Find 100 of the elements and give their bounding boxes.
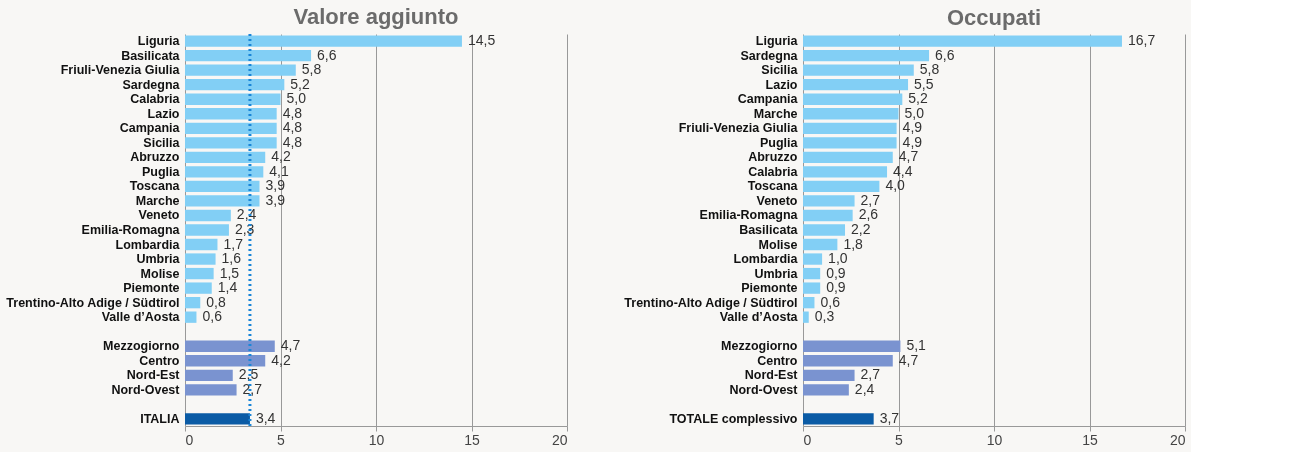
- y-tick-label: Sicilia: [143, 135, 181, 150]
- y-tick-label: Basilicata: [739, 223, 799, 237]
- y-tick-label: Nord-Est: [126, 368, 181, 383]
- y-tick-label: Umbria: [136, 252, 181, 267]
- x-tick-label: 15: [464, 431, 480, 448]
- x-tick-label: 5: [277, 431, 286, 448]
- y-tick-label: Marche: [135, 193, 180, 208]
- y-tick-label: Campania: [737, 92, 799, 107]
- data-label: 2,2: [851, 221, 871, 237]
- y-tick-label: Molise: [758, 237, 798, 252]
- x-tick-label: 0: [185, 431, 194, 448]
- y-tick-label: Basilicata: [121, 48, 181, 63]
- data-label: 16,7: [1127, 32, 1156, 49]
- x-tick-label: 20: [551, 431, 568, 448]
- chart-title: Occupati: [946, 5, 1042, 30]
- data-label: 4,8: [282, 119, 303, 136]
- data-label: 5,0: [904, 104, 925, 121]
- x-tick-label: 10: [986, 431, 1003, 448]
- data-label: 4,7: [280, 337, 301, 354]
- data-label: 3,9: [265, 191, 286, 208]
- y-tick-label: Friuli-Venezia Giulia: [678, 121, 799, 136]
- y-tick-label: Toscana: [129, 179, 181, 194]
- y-tick-label: Nord-Est: [744, 368, 799, 383]
- data-label: 1,4: [217, 279, 238, 296]
- data-label: 2,7: [860, 191, 881, 208]
- data-label: 2,4: [236, 206, 257, 223]
- x-tick-label: 20: [1169, 431, 1186, 448]
- y-tick-label: Puglia: [141, 164, 181, 179]
- y-tick-label: Toscana: [747, 179, 799, 194]
- data-label: 5,8: [301, 61, 322, 78]
- y-tick-label: Veneto: [756, 193, 798, 208]
- y-tick-label: Nord-Ovest: [111, 382, 181, 397]
- y-tick-label: ITALIA: [140, 411, 180, 426]
- y-tick-label: Trentino-Alto Adige / Südtirol: [6, 295, 180, 310]
- data-label: 4,4: [893, 162, 913, 179]
- y-tick-label: Nord-Ovest: [729, 382, 799, 397]
- y-tick-label: Abruzzo: [130, 150, 180, 165]
- y-tick-label: Liguria: [755, 34, 799, 49]
- data-label: 1,5: [219, 264, 240, 281]
- data-label: 5,1: [906, 337, 927, 354]
- y-tick-label: Friuli-Venezia Giulia: [60, 63, 181, 78]
- data-label: 4,2: [271, 351, 291, 368]
- y-tick-label: Umbria: [754, 266, 799, 281]
- y-tick-label: Abruzzo: [748, 150, 798, 165]
- y-tick-label: Piemonte: [741, 281, 798, 296]
- y-tick-label: Piemonte: [123, 281, 180, 296]
- data-label: 2,5: [238, 366, 259, 383]
- data-label: 2,3: [234, 221, 255, 237]
- y-tick-label: Veneto: [138, 208, 180, 223]
- data-label: 4,9: [902, 119, 923, 136]
- data-label: 3,7: [879, 409, 900, 426]
- y-tick-label: Centro: [757, 353, 798, 368]
- y-tick-label: Sardegna: [740, 48, 799, 63]
- y-tick-label: TOTALE complessivo: [669, 411, 798, 426]
- data-label: 0,9: [826, 279, 846, 296]
- x-tick-label: 15: [1082, 431, 1098, 448]
- data-label: 5,2: [290, 75, 310, 92]
- data-label: 4,1: [269, 162, 289, 179]
- data-label: 5,2: [908, 90, 928, 107]
- y-tick-label: Lazio: [765, 77, 798, 92]
- data-label: 2,4: [854, 380, 875, 397]
- y-tick-label: Mezzogiorno: [721, 339, 798, 354]
- data-label: 0,9: [826, 264, 846, 281]
- data-label: 5,8: [919, 61, 940, 78]
- y-tick-label: Lazio: [147, 106, 180, 121]
- data-label: 4,0: [885, 177, 906, 194]
- data-label: 3,9: [265, 177, 286, 194]
- data-label: 4,8: [282, 104, 303, 121]
- y-tick-label: Calabria: [130, 92, 181, 107]
- data-label: 4,7: [898, 148, 919, 165]
- y-tick-label: Lombardia: [115, 237, 181, 252]
- data-label: 5,5: [914, 75, 934, 92]
- data-label: 1,8: [843, 235, 864, 252]
- data-label: 14,5: [467, 32, 496, 49]
- x-tick-label: 0: [803, 431, 812, 448]
- data-label: 6,6: [317, 46, 337, 63]
- data-label: 4,9: [902, 133, 923, 150]
- data-label: 2,7: [860, 366, 881, 383]
- y-tick-label: Valle d’Aosta: [101, 310, 181, 325]
- data-label: 1,0: [828, 250, 848, 267]
- data-label: 1,6: [221, 250, 242, 267]
- data-label: 4,8: [282, 133, 303, 150]
- data-label: 4,2: [271, 148, 291, 165]
- data-label: 4,7: [898, 351, 919, 368]
- data-label: 5,0: [286, 90, 307, 107]
- data-label: 0,6: [820, 293, 841, 310]
- data-label: 6,6: [935, 46, 955, 63]
- y-tick-label: Molise: [140, 266, 180, 281]
- data-label: 0,8: [206, 293, 226, 310]
- x-tick-label: 5: [895, 431, 904, 448]
- y-tick-label: Marche: [753, 106, 798, 121]
- data-label: 3,4: [255, 409, 276, 426]
- y-tick-label: Emilia-Romagna: [699, 208, 799, 223]
- y-tick-label: Centro: [139, 353, 180, 368]
- y-tick-label: Sicilia: [761, 63, 799, 78]
- y-tick-label: Emilia-Romagna: [81, 223, 181, 237]
- y-tick-label: Calabria: [748, 164, 799, 179]
- y-tick-label: Trentino-Alto Adige / Südtirol: [624, 295, 798, 310]
- y-tick-label: Liguria: [137, 34, 181, 49]
- y-tick-label: Lombardia: [733, 252, 799, 267]
